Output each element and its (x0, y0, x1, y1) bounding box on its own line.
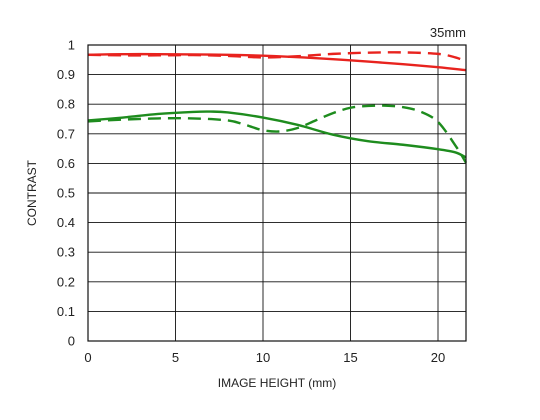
series-line-2 (87, 110, 467, 159)
y-tick-label-9: 0.9 (57, 67, 75, 82)
y-tick-label-5: 0.5 (57, 186, 75, 201)
tick-labels: 00.10.20.30.40.50.60.70.80.910 5 10 15 20 (57, 38, 445, 366)
plot-frame (87, 44, 467, 342)
x-tick-label-1: 5 (172, 350, 179, 365)
x-tick-label-0: 0 (84, 350, 91, 365)
focal-length-label: 35mm (430, 25, 466, 40)
series-layer (87, 51, 468, 164)
y-tick-label-2: 0.2 (57, 274, 75, 289)
x-tick-label-2: 10 (256, 350, 270, 365)
x-tick-label-3: 15 (343, 350, 357, 365)
series-line-3 (87, 104, 468, 164)
series-line-1 (87, 51, 467, 63)
y-tick-label-0: 0 (68, 334, 75, 349)
x-axis-title: IMAGE HEIGHT (mm) (218, 376, 336, 390)
y-tick-label-4: 0.4 (57, 215, 75, 230)
y-tick-label-6: 0.6 (57, 156, 75, 171)
grid (87, 44, 466, 342)
y-axis-title: CONTRAST (25, 159, 39, 226)
y-tick-label-3: 0.3 (57, 245, 75, 260)
x-tick-label-4: 20 (431, 350, 445, 365)
y-tick-label-7: 0.7 (57, 126, 75, 141)
y-tick-label-8: 0.8 (57, 97, 75, 112)
y-tick-label-10: 1 (68, 38, 75, 53)
y-tick-label-1: 0.1 (57, 304, 75, 319)
